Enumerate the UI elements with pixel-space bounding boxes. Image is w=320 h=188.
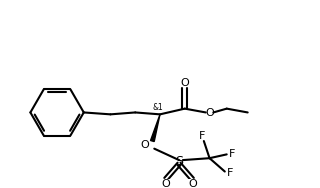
Text: F: F: [226, 168, 233, 178]
Text: O: O: [205, 108, 214, 118]
Text: S: S: [175, 155, 183, 168]
Text: O: O: [161, 179, 170, 188]
Text: O: O: [140, 140, 149, 150]
Text: O: O: [188, 179, 197, 188]
Text: &1: &1: [153, 103, 164, 112]
Polygon shape: [150, 114, 160, 142]
Text: F: F: [229, 149, 236, 159]
Text: O: O: [180, 78, 189, 88]
Text: F: F: [199, 131, 205, 141]
